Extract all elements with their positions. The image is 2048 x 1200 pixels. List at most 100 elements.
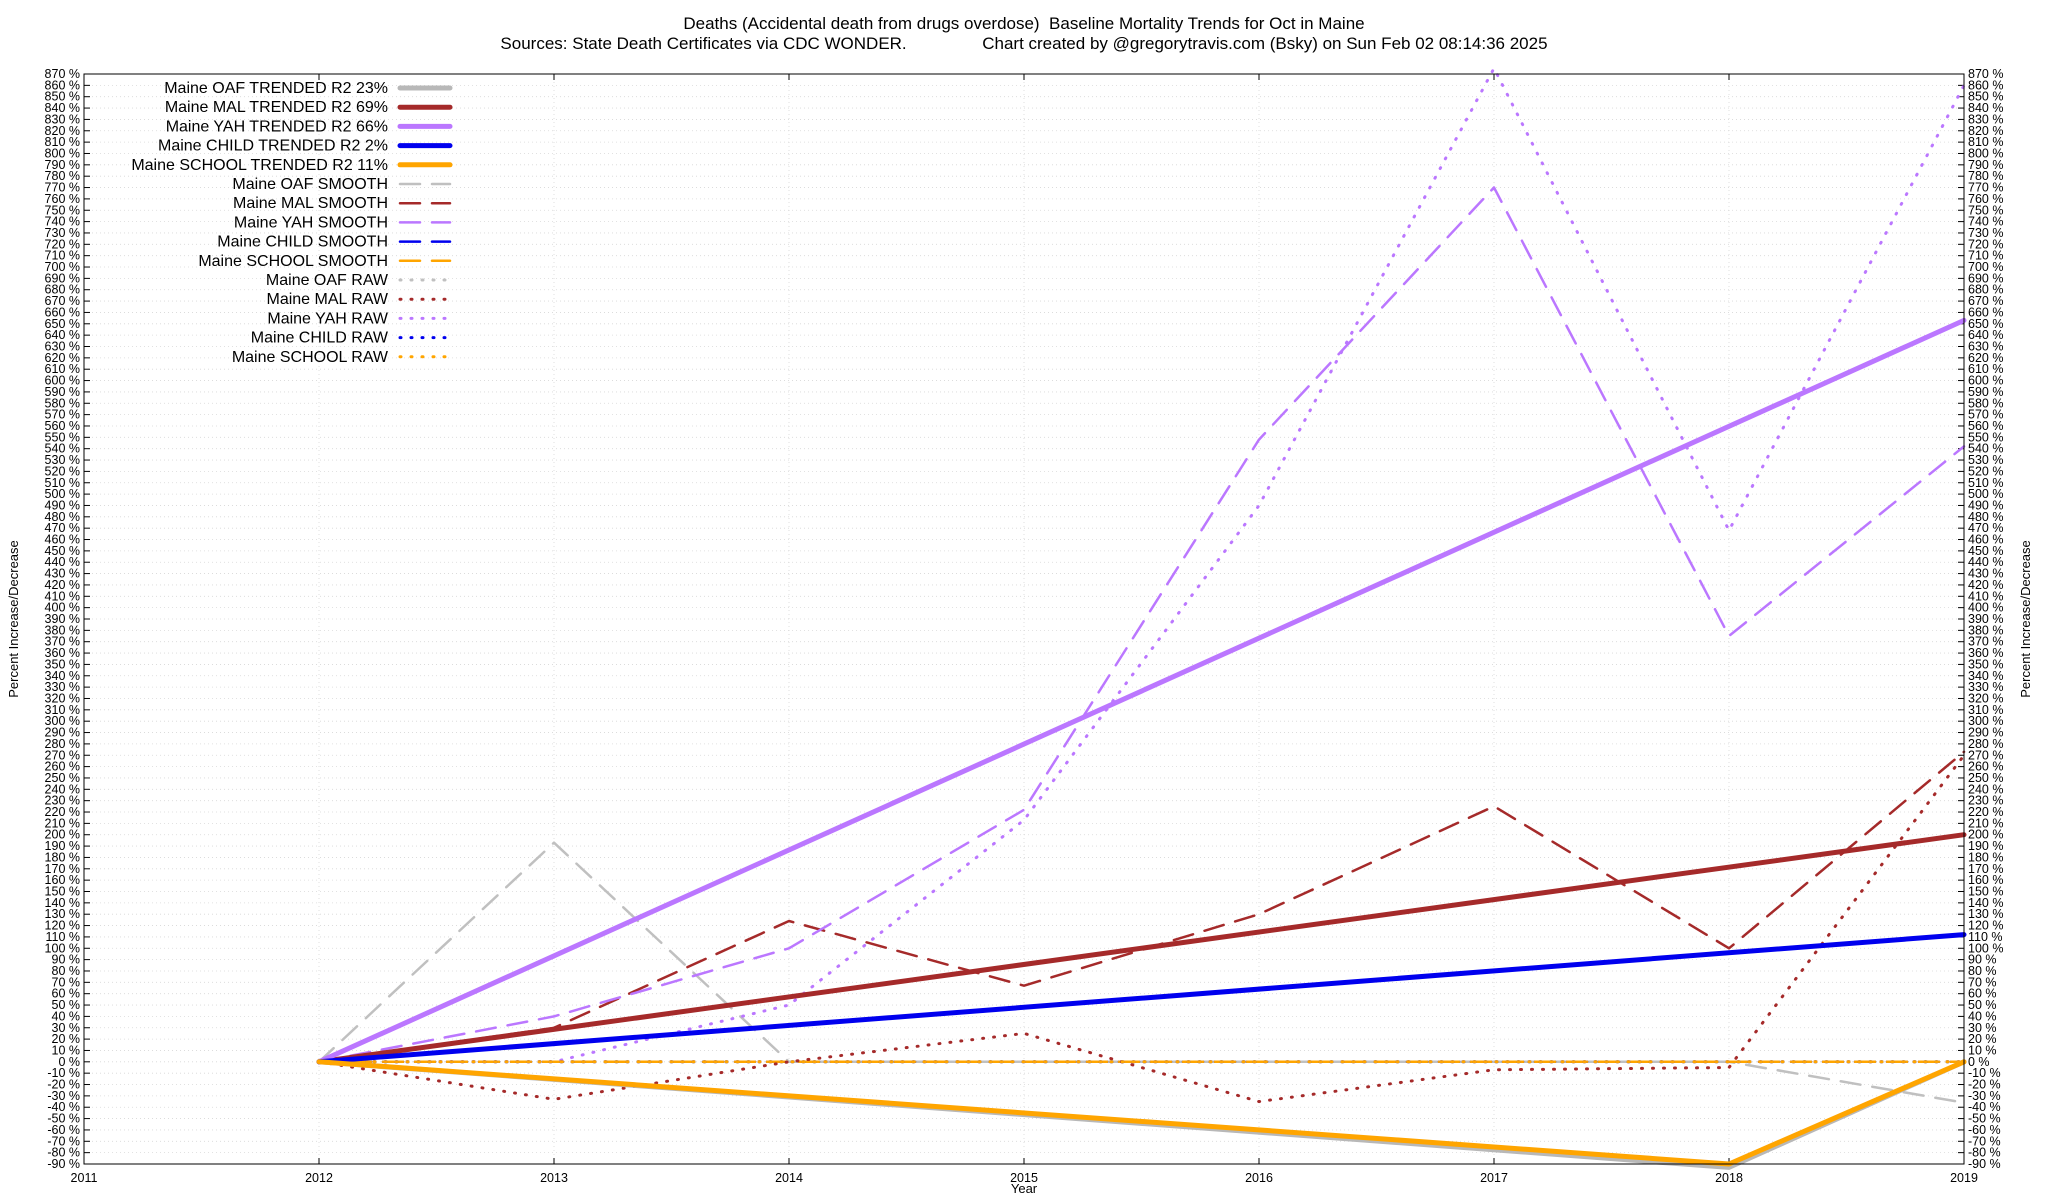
y2-tick-label: 250 % — [1968, 771, 2003, 785]
series-line-maine-mal-raw — [317, 753, 1966, 1104]
y-tick-label: 290 % — [45, 726, 80, 740]
y-tick-label: 330 % — [45, 680, 80, 694]
y2-tick-label: 30 % — [1968, 1021, 1997, 1035]
y2-tick-label: 100 % — [1968, 941, 2003, 955]
series-lines — [316, 66, 1967, 1170]
legend-label-maine-yah-raw: Maine YAH RAW — [267, 310, 389, 327]
y-tick-label: -70 % — [47, 1134, 80, 1148]
y-tick-label: 220 % — [45, 805, 80, 819]
y2-tick-label: -70 % — [1968, 1134, 2001, 1148]
x-tick-label: 2013 — [540, 1171, 568, 1185]
y2-tick-label: -30 % — [1968, 1089, 2001, 1103]
y-tick-label: 640 % — [45, 328, 80, 342]
y-tick-label: 370 % — [45, 635, 80, 649]
y-tick-label: 560 % — [45, 419, 80, 433]
y-tick-label: 780 % — [45, 169, 80, 183]
y-tick-label: -60 % — [47, 1123, 80, 1137]
y2-tick-label: 400 % — [1968, 601, 2003, 615]
y-tick-label: 170 % — [45, 862, 80, 876]
y2-tick-label: 480 % — [1968, 510, 2003, 524]
legend-label-maine-mal-trended-r2-69: Maine MAL TRENDED R2 69% — [165, 99, 388, 116]
y2-tick-label: 210 % — [1968, 816, 2003, 830]
y2-tick-label: 160 % — [1968, 873, 2003, 887]
y-tick-label: 30 % — [52, 1021, 81, 1035]
x-tick-label: 2019 — [1950, 1171, 1978, 1185]
y-tick-label: 770 % — [45, 181, 80, 195]
y-tick-label: 210 % — [45, 816, 80, 830]
y-tick-label: 620 % — [45, 351, 80, 365]
series-line-maine-school-trended-r2-11 — [316, 1059, 1967, 1167]
y2-tick-label: 700 % — [1968, 260, 2003, 274]
legend-label-maine-oaf-trended-r2-23: Maine OAF TRENDED R2 23% — [164, 80, 388, 97]
y-tick-label: -10 % — [47, 1066, 80, 1080]
y2-tick-label: 440 % — [1968, 555, 2003, 569]
y-tick-label: 800 % — [45, 146, 80, 160]
y-tick-label: 260 % — [45, 760, 80, 774]
y-tick-label: 720 % — [45, 237, 80, 251]
y2-tick-label: 810 % — [1968, 135, 2003, 149]
y2-tick-label: 10 % — [1968, 1043, 1997, 1057]
x-tick-label: 2012 — [305, 1171, 333, 1185]
y-tick-label: 110 % — [45, 930, 80, 944]
y-tick-label: 570 % — [45, 408, 80, 422]
legend-label-maine-child-smooth: Maine CHILD SMOOTH — [217, 234, 388, 251]
grid-lines — [83, 73, 1965, 1165]
y2-tick-label: 720 % — [1968, 237, 2003, 251]
y-tick-label: 280 % — [45, 737, 80, 751]
y2-tick-label: 840 % — [1968, 101, 2003, 115]
y2-tick-label: 540 % — [1968, 442, 2003, 456]
x-axis-label: Year — [1011, 1181, 1038, 1196]
y-tick-label: 150 % — [45, 885, 80, 899]
y2-tick-label: 660 % — [1968, 305, 2003, 319]
y2-tick-label: 560 % — [1968, 419, 2003, 433]
y2-tick-label: 320 % — [1968, 691, 2003, 705]
y2-tick-label: 770 % — [1968, 181, 2003, 195]
y-tick-label: 350 % — [45, 657, 80, 671]
y-tick-label: 400 % — [45, 601, 80, 615]
x-tick-label: 2011 — [71, 1171, 98, 1185]
y2-tick-label: 710 % — [1968, 249, 2003, 263]
y-tick-label: 380 % — [45, 623, 80, 637]
y2-tick-label: 620 % — [1968, 351, 2003, 365]
y2-tick-label: 830 % — [1968, 112, 2003, 126]
y-tick-label: 160 % — [45, 873, 80, 887]
y2-tick-label: 740 % — [1968, 215, 2003, 229]
legend-label-maine-oaf-smooth: Maine OAF SMOOTH — [232, 176, 388, 193]
y-tick-label: -30 % — [47, 1089, 80, 1103]
legend-label-maine-child-trended-r2-2: Maine CHILD TRENDED R2 2% — [158, 138, 388, 155]
y2-tick-label: 450 % — [1968, 544, 2003, 558]
y2-tick-label: -90 % — [1968, 1157, 2001, 1171]
x-tick-label: 2018 — [1715, 1171, 1743, 1185]
y2-tick-label: 850 % — [1968, 90, 2003, 104]
y-tick-label: 500 % — [45, 487, 80, 501]
y2-tick-label: 490 % — [1968, 498, 2003, 512]
y-tick-label: 340 % — [45, 669, 80, 683]
legend-label-maine-mal-smooth: Maine MAL SMOOTH — [233, 195, 388, 212]
y-tick-label: 450 % — [45, 544, 80, 558]
y-tick-label: 490 % — [45, 498, 80, 512]
y-tick-label: 710 % — [45, 249, 80, 263]
plot-frame — [83, 73, 1965, 1165]
y-tick-label: 440 % — [45, 555, 80, 569]
y-tick-label: 510 % — [45, 476, 80, 490]
y2-tick-label: 300 % — [1968, 714, 2003, 728]
y2-tick-label: 470 % — [1968, 521, 2003, 535]
y2-tick-label: 590 % — [1968, 385, 2003, 399]
legend-label-maine-yah-smooth: Maine YAH SMOOTH — [234, 214, 388, 231]
chart-subtitle: Sources: State Death Certificates via CD… — [500, 34, 1548, 53]
y-tick-label: -50 % — [47, 1112, 80, 1126]
y-tick-label: 420 % — [45, 578, 80, 592]
y-tick-label: 390 % — [45, 612, 80, 626]
y2-tick-label: 350 % — [1968, 657, 2003, 671]
y-tick-label: 870 % — [45, 67, 80, 81]
series-line-maine-mal-trended-r2-69 — [316, 832, 1967, 1065]
y-axis-label: Percent Increase/Decrease — [6, 540, 21, 698]
y-tick-label: 300 % — [45, 714, 80, 728]
y2-tick-label: 860 % — [1968, 78, 2003, 92]
y-tick-label: 200 % — [45, 828, 80, 842]
y2-tick-label: 80 % — [1968, 964, 1997, 978]
y-tick-label: 460 % — [45, 533, 80, 547]
y-tick-label: 360 % — [45, 646, 80, 660]
y2-tick-label: 380 % — [1968, 623, 2003, 637]
y-tick-label: 10 % — [52, 1043, 81, 1057]
